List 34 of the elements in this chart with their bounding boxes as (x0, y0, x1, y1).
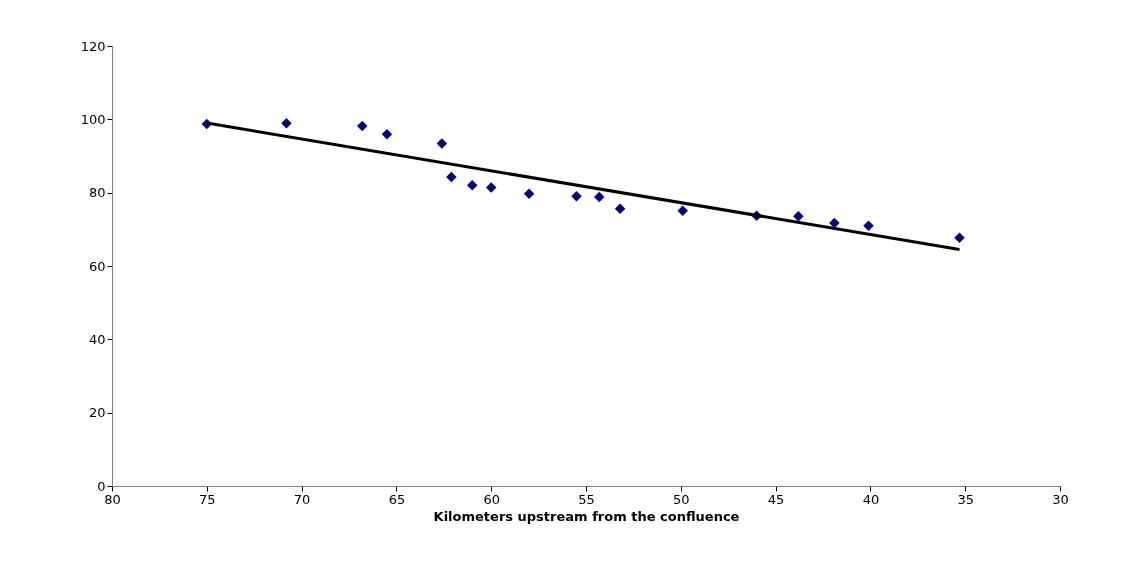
point (523, 188, 535, 200)
x-tick-label: 65 (388, 491, 406, 507)
point (436, 138, 448, 149)
point (793, 210, 804, 222)
y-tick-label: 20 (88, 405, 106, 421)
point (571, 191, 582, 202)
x-tick-label: 40 (862, 491, 880, 507)
x-tick-label: 60 (483, 491, 500, 507)
point (614, 203, 626, 215)
point (863, 220, 874, 231)
x-tick-label: 80 (104, 491, 121, 507)
y-tick-label: 100 (80, 111, 106, 127)
x-tick-label: 50 (673, 491, 690, 507)
point (677, 205, 688, 216)
x-tick-label: 55 (578, 491, 595, 507)
x-axis-title: Kilometers upstream from the confluence (433, 508, 740, 524)
y-tick-label: 60 (88, 258, 106, 274)
x-tick-label: 75 (199, 491, 216, 507)
y-tick-label: 120 (80, 38, 106, 54)
y-tick-label: 0 (97, 478, 106, 494)
y-tick-label: 40 (88, 331, 106, 347)
x-tick-label: 45 (767, 491, 785, 507)
point (467, 180, 478, 191)
x-tick-label: 35 (957, 491, 974, 507)
point (594, 191, 605, 203)
point (485, 182, 497, 193)
point (381, 129, 393, 140)
point (357, 120, 368, 132)
point (954, 232, 965, 244)
point (446, 171, 457, 183)
x-tick-label: 70 (293, 491, 311, 507)
point (281, 118, 292, 129)
x-tick-label: 30 (1052, 491, 1069, 507)
y-tick-label: 80 (88, 185, 106, 201)
